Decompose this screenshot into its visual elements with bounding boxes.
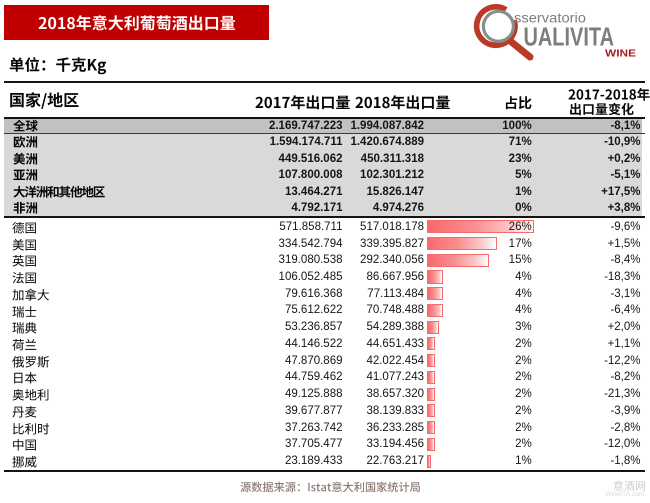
svg-text:UALIVITA: UALIVITA [524,24,615,52]
svg-text:sservatorio: sservatorio [514,10,586,25]
svg-text:WINE: WINE [605,48,636,60]
